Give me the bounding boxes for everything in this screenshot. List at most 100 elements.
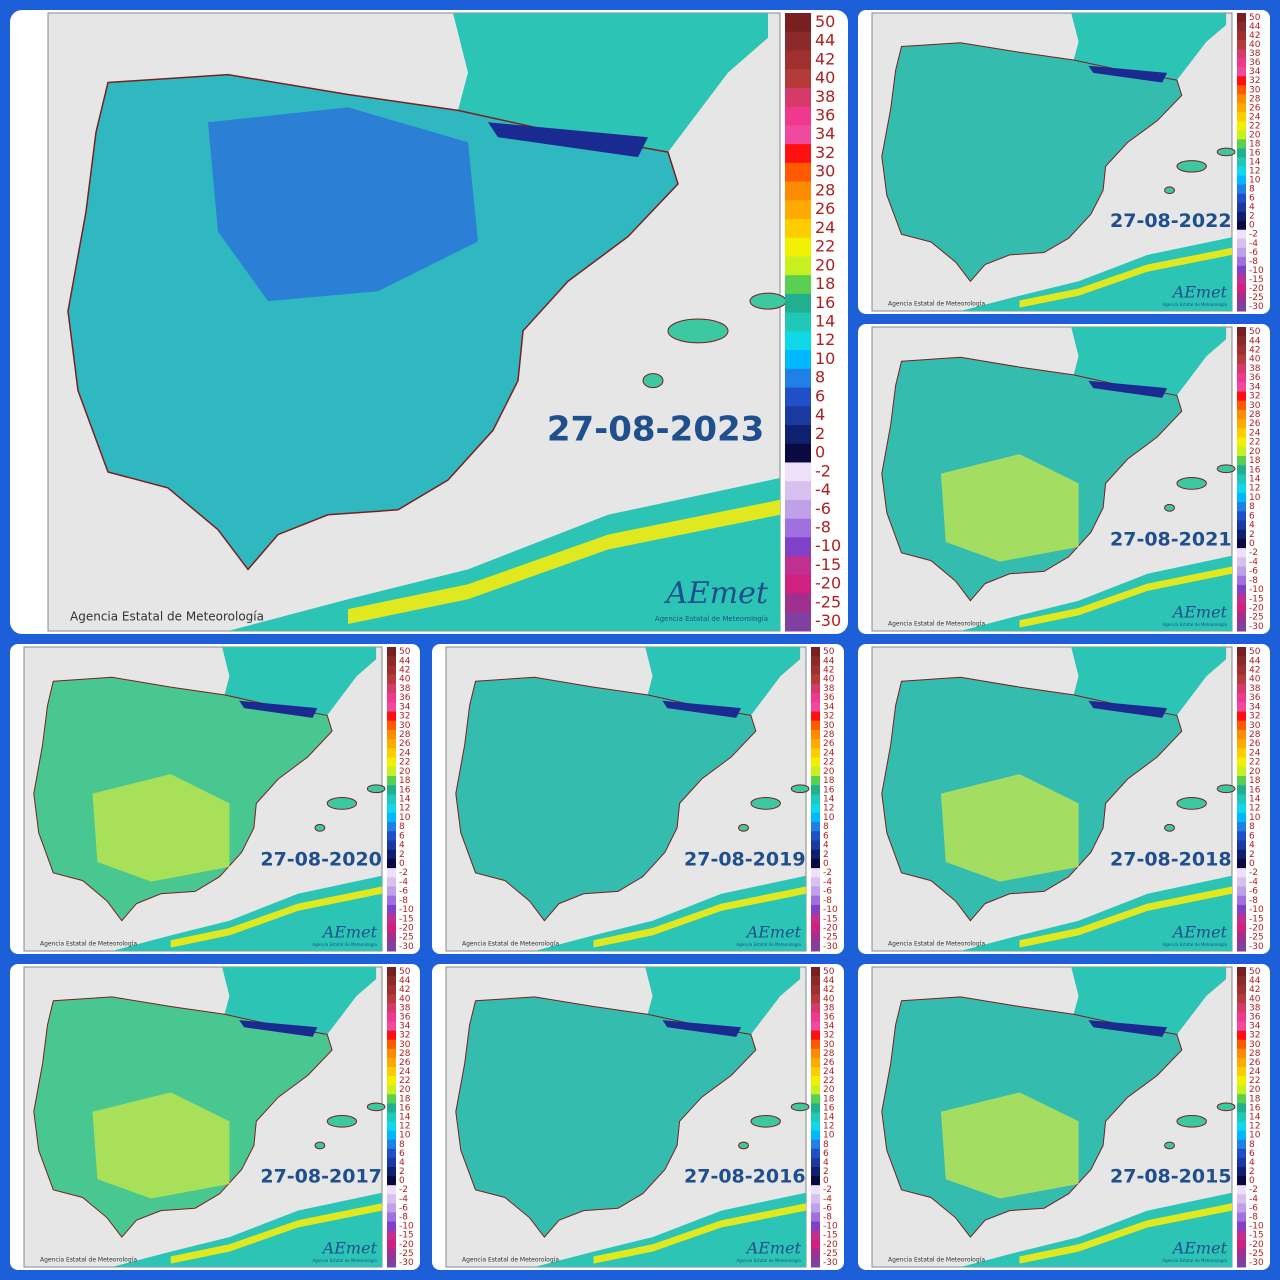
legend-swatch: [1237, 354, 1246, 365]
legend-swatch: [1237, 1148, 1246, 1159]
legend-swatch: [1237, 382, 1246, 392]
map-date: 27-08-2018: [1110, 848, 1232, 870]
legend-swatch: [811, 1230, 820, 1241]
legend-swatch: [1237, 529, 1246, 540]
legend-swatch: [1237, 220, 1246, 231]
legend-swatch: [811, 840, 820, 851]
legend-swatch: [1237, 1085, 1246, 1095]
legend-label: 6: [815, 386, 825, 405]
legend-label: -15: [823, 1231, 838, 1241]
legend-swatch: [811, 803, 820, 814]
legend-label: 26: [823, 739, 835, 749]
africa: [534, 1192, 806, 1267]
legend-label: 14: [1249, 475, 1261, 485]
legend-swatch: [811, 1012, 820, 1023]
legend-swatch: [1237, 886, 1246, 897]
legend-swatch: [811, 1167, 820, 1177]
legend-swatch: [785, 406, 811, 426]
legend-label: 4: [823, 1158, 829, 1168]
legend-swatch: [1237, 1057, 1246, 1068]
legend-swatch: [1237, 363, 1246, 374]
legend-label: 18: [1249, 456, 1261, 466]
legend-swatch: [811, 766, 820, 777]
legend-swatch: [1237, 594, 1246, 604]
legend-label: 14: [1249, 795, 1261, 805]
legend-swatch: [387, 1021, 396, 1032]
legend-swatch: [387, 1112, 396, 1123]
island: [749, 292, 787, 310]
legend-label: 8: [1249, 502, 1255, 512]
france: [1071, 13, 1227, 81]
legend-swatch: [1237, 693, 1246, 703]
legend-swatch: [811, 1112, 820, 1123]
legend-swatch: [1237, 455, 1246, 466]
island: [790, 1102, 810, 1112]
legend-swatch: [1237, 67, 1246, 77]
legend-swatch: [811, 1157, 820, 1168]
legend-label: -8: [399, 896, 408, 906]
legend-label: 16: [1249, 1103, 1261, 1113]
legend-label: -4: [1249, 557, 1258, 567]
legend-swatch: [387, 1239, 396, 1250]
legend-swatch: [387, 757, 396, 768]
legend-label: 36: [1249, 373, 1261, 383]
legend-label: 40: [823, 994, 835, 1004]
legend-label: -20: [1249, 1240, 1264, 1250]
legend-label: 34: [823, 702, 835, 712]
legend-label: 32: [399, 712, 410, 722]
legend-label: 2: [399, 1167, 405, 1177]
legend-swatch: [1237, 1221, 1246, 1232]
legend-label: -8: [1249, 1213, 1258, 1223]
map-panel: 27-08-2020 Agencia Estatal de Meteorologí…: [10, 644, 420, 954]
legend-label: -6: [1249, 567, 1258, 577]
legend-swatch: [1237, 175, 1246, 186]
legend-swatch: [785, 144, 811, 164]
legend-swatch: [387, 711, 396, 722]
legend-label: -6: [1249, 1203, 1258, 1213]
copyright: Agencia Estatal de Meteorología: [40, 941, 137, 948]
legend-swatch: [785, 106, 811, 126]
legend-swatch: [1237, 1257, 1246, 1268]
legend-label: 30: [823, 1040, 835, 1050]
legend-swatch: [387, 822, 396, 832]
legend-label: 24: [399, 748, 411, 758]
legend-swatch: [785, 443, 811, 463]
legend-label: 30: [1249, 1040, 1261, 1050]
legend-label: -8: [823, 896, 832, 906]
legend-label: -8: [1249, 896, 1258, 906]
legend-swatch: [785, 50, 811, 70]
legend-swatch: [387, 702, 396, 712]
legend-label: -6: [815, 499, 831, 518]
warm-area: [92, 1092, 230, 1199]
copyright: Agencia Estatal de Meteorología: [888, 301, 985, 308]
island: [1216, 784, 1236, 794]
legend-swatch: [387, 1194, 396, 1204]
legend-label: 34: [815, 124, 835, 143]
legend-swatch: [387, 1248, 396, 1259]
legend-label: 12: [1249, 804, 1260, 814]
legend-swatch: [387, 803, 396, 814]
legend-label: 30: [815, 162, 835, 181]
legend-label: 32: [399, 1031, 410, 1041]
legend-label: 6: [823, 831, 829, 841]
legend-swatch: [811, 1067, 820, 1077]
legend-label: 4: [1249, 521, 1255, 531]
legend-swatch: [811, 967, 820, 977]
island: [1176, 477, 1207, 490]
legend-swatch: [387, 1003, 396, 1013]
legend-label: -8: [823, 1213, 832, 1223]
legend-swatch: [1237, 1112, 1246, 1123]
legend-label: -20: [1249, 284, 1264, 294]
legend-swatch: [811, 1103, 820, 1113]
logo-subtitle: Agencia Estatal de Meteorología: [312, 942, 377, 947]
legend-swatch: [387, 904, 396, 915]
legend-label: -2: [815, 461, 831, 480]
legend-label: 42: [823, 666, 834, 676]
legend-label: -30: [1249, 302, 1264, 312]
legend-swatch: [1237, 868, 1246, 878]
legend-swatch: [811, 748, 820, 759]
france: [1071, 327, 1227, 396]
legend-label: 12: [1249, 167, 1260, 177]
legend-label: 38: [1249, 49, 1261, 59]
legend-swatch: [1237, 1203, 1246, 1213]
